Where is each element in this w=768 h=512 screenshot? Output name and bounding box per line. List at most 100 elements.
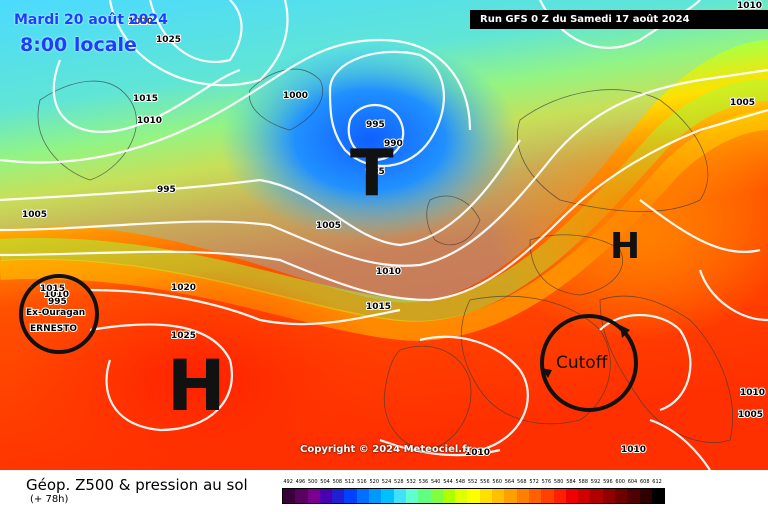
copyright: Copyright © 2024 Meteociel.fr bbox=[300, 444, 472, 455]
legend-swatch bbox=[405, 489, 419, 503]
legend-value: 528 bbox=[394, 479, 404, 485]
legend-swatch bbox=[578, 489, 591, 503]
legend-bar bbox=[282, 488, 666, 504]
legend-swatch bbox=[381, 489, 394, 503]
legend-swatch bbox=[344, 489, 357, 503]
hurricane-label: Ex-Ouragan bbox=[26, 308, 85, 318]
legend-swatch bbox=[651, 489, 665, 503]
legend-swatch bbox=[639, 489, 652, 503]
isobar-label: 990 bbox=[384, 139, 403, 149]
legend-value: 520 bbox=[369, 479, 379, 485]
legend-swatch bbox=[455, 489, 468, 503]
legend-value: 588 bbox=[578, 479, 589, 485]
isobar-lines bbox=[0, 0, 768, 470]
legend-value: 560 bbox=[492, 479, 502, 485]
legend-swatch bbox=[467, 489, 480, 503]
legend-swatch bbox=[590, 489, 603, 503]
legend-swatch bbox=[528, 489, 542, 503]
isobar-label: 1005 bbox=[22, 210, 47, 220]
high-pressure-area-west bbox=[10, 270, 390, 470]
legend-value: 516 bbox=[357, 479, 367, 485]
isobar-label: 1005 bbox=[738, 410, 763, 420]
isobar-label: 1010 bbox=[740, 388, 765, 398]
high-pressure-marker-east: H bbox=[610, 226, 640, 267]
legend-value: 540 bbox=[430, 479, 441, 485]
isobar-label: 1025 bbox=[171, 331, 196, 341]
legend-swatch bbox=[565, 489, 579, 503]
legend-swatch bbox=[356, 489, 370, 503]
isobar-label: 1010 bbox=[465, 448, 490, 458]
legend-value: 612 bbox=[652, 479, 662, 485]
isobar-label: 995 bbox=[157, 185, 176, 195]
legend-swatch bbox=[541, 489, 554, 503]
legend-value: 548 bbox=[455, 479, 466, 485]
legend-value: 596 bbox=[603, 479, 613, 485]
run-info: Run GFS 0 Z du Samedi 17 août 2024 bbox=[470, 10, 768, 29]
legend-value: 536 bbox=[418, 479, 429, 485]
legend-value: 492 bbox=[283, 479, 293, 485]
legend-swatch bbox=[418, 489, 431, 503]
isobar-label: 1010 bbox=[376, 267, 401, 277]
legend-value: 496 bbox=[295, 479, 306, 485]
isobar-label: 1010 bbox=[44, 290, 69, 300]
legend-swatch bbox=[332, 489, 345, 503]
isobar-label: 1010 bbox=[137, 116, 162, 126]
isobar-label: 995 bbox=[366, 167, 385, 177]
hurricane-name: ERNESTO bbox=[30, 324, 77, 334]
legend-value: 580 bbox=[553, 479, 564, 485]
isobar-label: 1020 bbox=[171, 283, 196, 293]
legend-value: 500 bbox=[307, 479, 318, 485]
isobar-label: 1015 bbox=[40, 284, 65, 294]
coastlines bbox=[37, 68, 733, 451]
isobar-label: 1015 bbox=[366, 302, 391, 312]
legend-value: 556 bbox=[480, 479, 490, 485]
legend-swatch bbox=[479, 489, 493, 503]
legend-swatch bbox=[442, 489, 456, 503]
low-pressure-marker: T bbox=[350, 137, 394, 211]
map-canvas: 1020 1025 1015 1010 1000 995 990 995 995… bbox=[0, 0, 768, 470]
legend-swatch bbox=[283, 489, 296, 503]
cutoff-arrow-icon bbox=[620, 325, 630, 338]
isobar-label: 995 bbox=[366, 120, 385, 130]
cutoff-circle bbox=[540, 314, 638, 412]
isobar-label: 1015 bbox=[133, 94, 158, 104]
legend-value: 508 bbox=[332, 479, 343, 485]
isobar-label: 1020 bbox=[128, 17, 153, 27]
hurricane-circle bbox=[19, 274, 99, 354]
isobar-label: 1005 bbox=[316, 221, 341, 231]
legend-swatch bbox=[319, 489, 333, 503]
legend-value: 584 bbox=[566, 479, 576, 485]
weather-map: 1020 1025 1015 1010 1000 995 990 995 995… bbox=[0, 0, 768, 470]
legend-swatch bbox=[369, 489, 382, 503]
legend-value: 568 bbox=[517, 479, 527, 485]
legend-value: 524 bbox=[381, 479, 392, 485]
legend-value: 504 bbox=[320, 479, 330, 485]
isobar-label: 1025 bbox=[156, 35, 181, 45]
high-pressure-area-east bbox=[490, 120, 768, 340]
forecast-date: Mardi 20 août 2024 bbox=[14, 12, 168, 28]
legend-swatch bbox=[553, 489, 566, 503]
legend-swatch bbox=[504, 489, 517, 503]
legend-value: 572 bbox=[529, 479, 539, 485]
legend-value: 552 bbox=[467, 479, 478, 485]
isobar-labels: 1020 1025 1015 1010 1000 995 990 995 995… bbox=[21, 0, 766, 459]
legend-swatch bbox=[615, 489, 628, 503]
legend-swatch bbox=[627, 489, 640, 503]
legend-value: 608 bbox=[639, 479, 650, 485]
isobar-label: 1005 bbox=[730, 98, 755, 108]
legend-value: 512 bbox=[344, 479, 355, 485]
legend-value: 592 bbox=[590, 479, 601, 485]
legend-value: 544 bbox=[443, 479, 453, 485]
legend-value: 532 bbox=[406, 479, 416, 485]
legend-swatch bbox=[492, 489, 505, 503]
isobar-label: 1000 bbox=[283, 91, 308, 101]
legend-swatch bbox=[295, 489, 308, 503]
legend-value: 564 bbox=[504, 479, 515, 485]
isobar-label: 1010 bbox=[737, 1, 762, 11]
color-legend: 492 496 500 504 508 512 516 520 524 528 532 536 540 5… bbox=[282, 479, 666, 504]
local-time: 8:00 locale bbox=[20, 34, 137, 56]
legend-swatch bbox=[307, 489, 320, 503]
cutoff-arrow-icon bbox=[541, 368, 552, 378]
legend-value: 576 bbox=[541, 479, 552, 485]
isobar-label: 995 bbox=[48, 297, 67, 307]
